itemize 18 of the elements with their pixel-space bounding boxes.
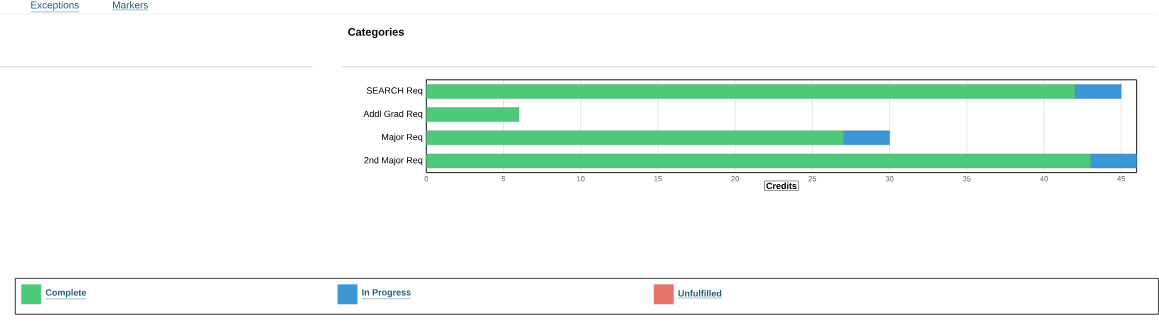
y-tick-label: 2nd Major Req <box>364 156 423 166</box>
bar <box>426 107 520 122</box>
y-tick-label: SEARCH Req <box>366 87 423 96</box>
text: Markers <box>113 1 148 9</box>
legend-label: In Progress <box>362 289 411 298</box>
chart-title: Categories <box>348 27 404 38</box>
x-axis-title: Credits <box>766 182 797 189</box>
bar <box>426 84 1076 99</box>
y-tick-label: Addl Grad Req <box>363 110 423 119</box>
bar <box>426 130 844 145</box>
bar <box>1074 84 1122 99</box>
bar <box>1090 153 1137 169</box>
bar <box>843 130 890 145</box>
legend-label: Unfulfilled <box>678 289 722 297</box>
text: Exceptions <box>31 1 79 11</box>
bar <box>426 153 1091 169</box>
y-tick-label: Major Req <box>382 133 423 142</box>
legend-label: Complete <box>45 289 87 298</box>
